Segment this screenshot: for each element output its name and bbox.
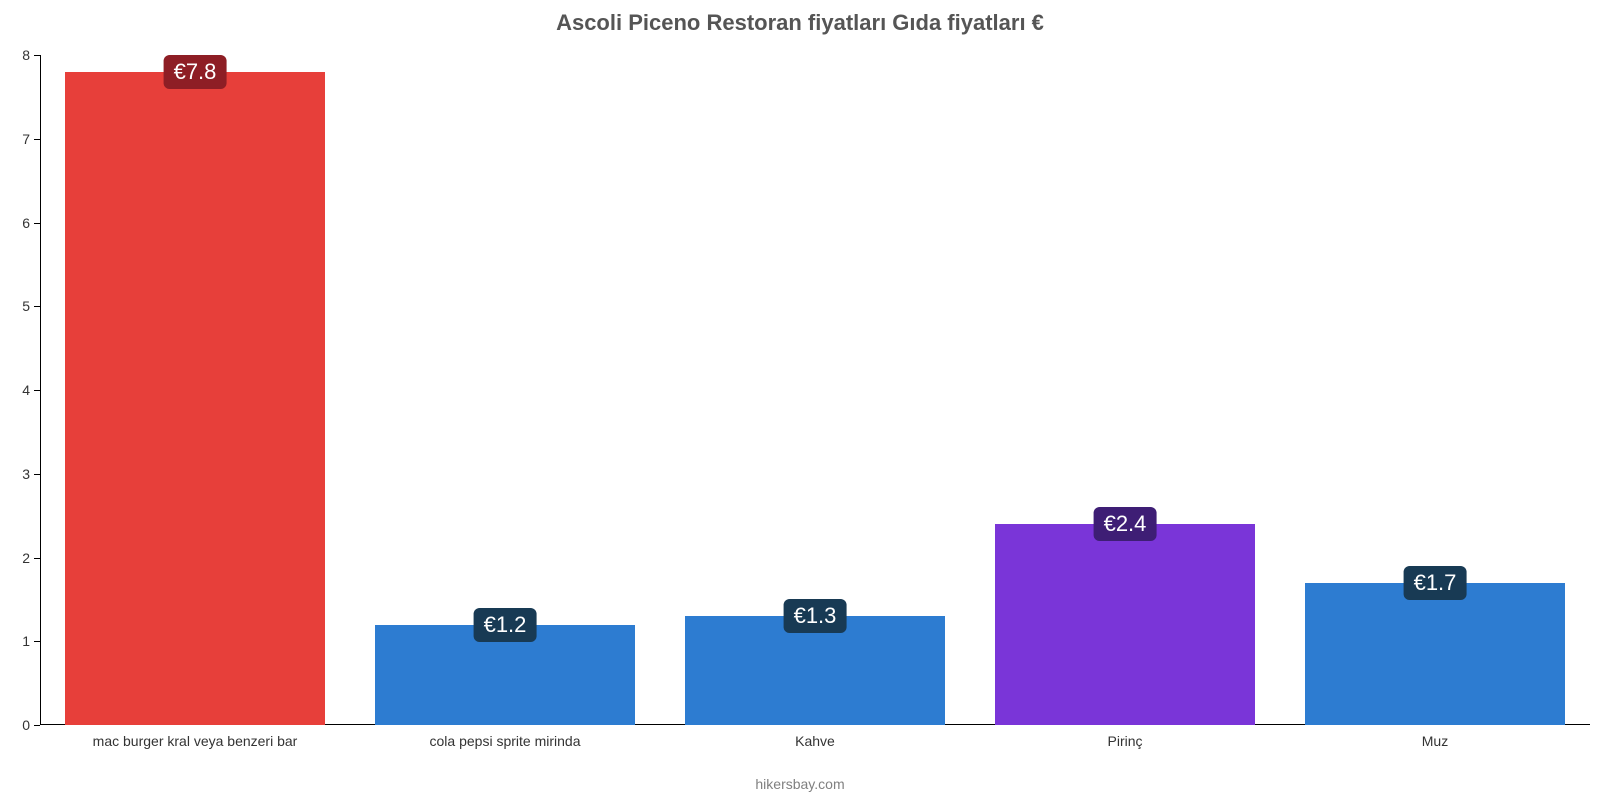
category-label: cola pepsi sprite mirinda <box>430 725 581 749</box>
category-label: Kahve <box>795 725 835 749</box>
y-tick-label: 7 <box>22 131 40 147</box>
bar-value-label: €1.7 <box>1404 566 1467 600</box>
y-tick-label: 5 <box>22 298 40 314</box>
y-axis-line <box>40 55 41 725</box>
category-label: Muz <box>1422 725 1448 749</box>
bar-value-label: €2.4 <box>1094 507 1157 541</box>
y-tick-label: 4 <box>22 382 40 398</box>
chart-title: Ascoli Piceno Restoran fiyatları Gıda fi… <box>0 10 1600 36</box>
bar <box>65 72 325 725</box>
y-tick-label: 2 <box>22 550 40 566</box>
plot-area: 012345678€7.8mac burger kral veya benzer… <box>40 55 1590 725</box>
category-label: Pirinç <box>1107 725 1142 749</box>
y-tick-label: 0 <box>22 717 40 733</box>
bar-value-label: €7.8 <box>164 55 227 89</box>
y-tick-label: 6 <box>22 215 40 231</box>
y-tick-label: 1 <box>22 633 40 649</box>
chart-footer: hikersbay.com <box>0 776 1600 792</box>
bar-value-label: €1.2 <box>474 608 537 642</box>
bar <box>1305 583 1565 725</box>
price-bar-chart: Ascoli Piceno Restoran fiyatları Gıda fi… <box>0 0 1600 800</box>
y-tick-label: 3 <box>22 466 40 482</box>
bar-value-label: €1.3 <box>784 599 847 633</box>
bar <box>995 524 1255 725</box>
y-tick-label: 8 <box>22 47 40 63</box>
category-label: mac burger kral veya benzeri bar <box>93 725 298 749</box>
